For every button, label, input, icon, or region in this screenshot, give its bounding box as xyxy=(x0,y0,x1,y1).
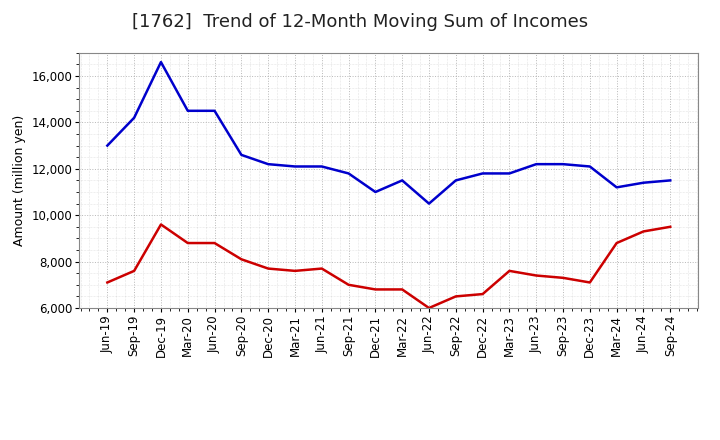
Ordinary Income xyxy=(291,164,300,169)
Ordinary Income xyxy=(478,171,487,176)
Net Income xyxy=(639,229,648,234)
Ordinary Income xyxy=(532,161,541,167)
Net Income xyxy=(478,291,487,297)
Net Income xyxy=(210,240,219,246)
Net Income xyxy=(157,222,166,227)
Ordinary Income xyxy=(318,164,326,169)
Ordinary Income xyxy=(505,171,514,176)
Ordinary Income xyxy=(103,143,112,148)
Ordinary Income xyxy=(344,171,353,176)
Text: [1762]  Trend of 12-Month Moving Sum of Incomes: [1762] Trend of 12-Month Moving Sum of I… xyxy=(132,13,588,31)
Ordinary Income xyxy=(371,189,379,194)
Ordinary Income xyxy=(585,164,594,169)
Net Income xyxy=(398,287,407,292)
Ordinary Income xyxy=(184,108,192,114)
Y-axis label: Amount (million yen): Amount (million yen) xyxy=(13,115,26,246)
Net Income xyxy=(103,280,112,285)
Net Income xyxy=(532,273,541,278)
Net Income xyxy=(237,257,246,262)
Ordinary Income xyxy=(612,185,621,190)
Ordinary Income xyxy=(639,180,648,185)
Ordinary Income xyxy=(559,161,567,167)
Ordinary Income xyxy=(666,178,675,183)
Net Income xyxy=(666,224,675,229)
Ordinary Income xyxy=(425,201,433,206)
Net Income xyxy=(371,287,379,292)
Ordinary Income xyxy=(398,178,407,183)
Net Income xyxy=(451,294,460,299)
Ordinary Income xyxy=(210,108,219,114)
Ordinary Income xyxy=(237,152,246,158)
Net Income xyxy=(130,268,138,274)
Line: Ordinary Income: Ordinary Income xyxy=(107,62,670,204)
Net Income xyxy=(184,240,192,246)
Ordinary Income xyxy=(264,161,272,167)
Net Income xyxy=(585,280,594,285)
Ordinary Income xyxy=(157,59,166,65)
Net Income xyxy=(559,275,567,280)
Net Income xyxy=(318,266,326,271)
Net Income xyxy=(425,305,433,311)
Net Income xyxy=(344,282,353,287)
Net Income xyxy=(612,240,621,246)
Line: Net Income: Net Income xyxy=(107,224,670,308)
Net Income xyxy=(505,268,514,274)
Ordinary Income xyxy=(130,115,138,121)
Net Income xyxy=(264,266,272,271)
Net Income xyxy=(291,268,300,274)
Ordinary Income xyxy=(451,178,460,183)
